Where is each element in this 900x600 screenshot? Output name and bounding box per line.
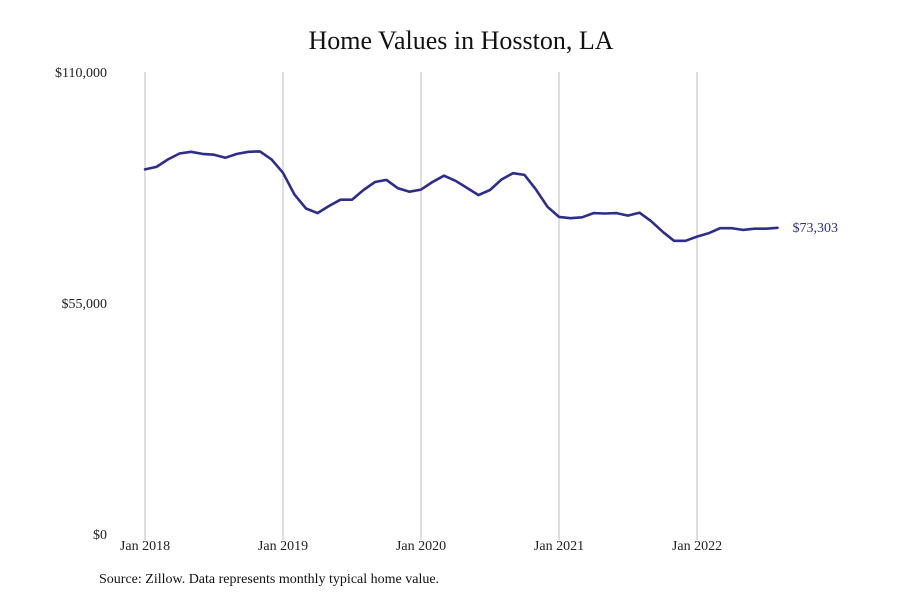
- x-axis-ticks: Jan 2018 Jan 2019 Jan 2020 Jan 2021 Jan 2022: [120, 539, 722, 554]
- y-tick-label: $110,000: [55, 66, 107, 81]
- source-note: Source: Zillow. Data represents monthly …: [99, 572, 440, 587]
- x-tick-label: Jan 2022: [672, 539, 722, 554]
- chart-title: Home Values in Hosston, LA: [308, 26, 614, 55]
- series-layer: $73,303: [143, 150, 839, 243]
- y-tick-label: $55,000: [62, 297, 108, 312]
- x-tick-label: Jan 2020: [396, 539, 446, 554]
- x-tick-label: Jan 2018: [120, 539, 170, 554]
- grid-lines: [144, 72, 698, 540]
- y-tick-label: $0: [93, 528, 107, 543]
- series-line: [143, 150, 779, 243]
- y-axis-ticks: $0 $55,000 $110,000: [55, 66, 107, 543]
- x-tick-label: Jan 2021: [534, 539, 584, 554]
- x-tick-label: Jan 2019: [258, 539, 308, 554]
- end-value-label: $73,303: [793, 221, 839, 236]
